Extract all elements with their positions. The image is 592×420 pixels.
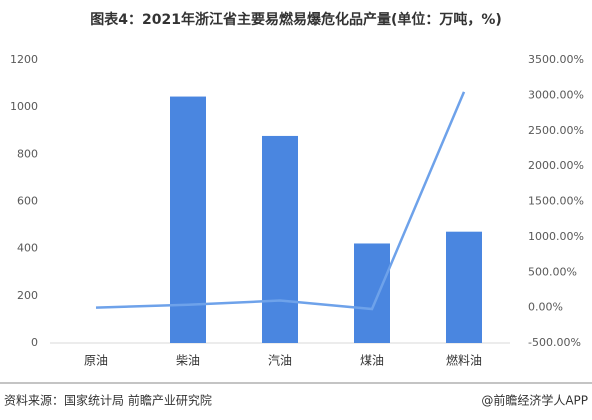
y2-tick-label: 2500.00% bbox=[528, 124, 584, 137]
y2-tick-label: 1000.00% bbox=[528, 230, 584, 243]
line bbox=[95, 91, 466, 311]
bar bbox=[446, 231, 482, 343]
bar bbox=[262, 135, 298, 343]
x-tick-label: 燃料油 bbox=[446, 353, 482, 368]
y2-tick-label: 500.00% bbox=[528, 265, 577, 278]
bar bbox=[170, 96, 206, 343]
source: 资料来源：国家统计局 前瞻产业研究院 bbox=[4, 393, 212, 408]
y-tick-label: 800 bbox=[17, 147, 38, 160]
y-tick-label: 1200 bbox=[10, 53, 38, 66]
y2-tick-label: 3000.00% bbox=[528, 88, 584, 101]
y2-tick-label: 2000.00% bbox=[528, 159, 584, 172]
chart-title: 图表4：2021年浙江省主要易燃易爆危化品产量(单位：万吨，%) bbox=[90, 11, 502, 28]
y2-tick-label: 1500.00% bbox=[528, 195, 584, 208]
brand: @前瞻经济学人APP bbox=[481, 393, 588, 408]
x-tick-label: 柴油 bbox=[176, 354, 200, 368]
y-tick-label: 400 bbox=[17, 242, 38, 255]
y2-tick-label: 0.00% bbox=[528, 301, 563, 314]
bar bbox=[354, 243, 390, 343]
y2-tick-label: -500.00% bbox=[528, 336, 581, 349]
y-tick-label: 200 bbox=[17, 289, 38, 302]
x-tick-label: 汽油 bbox=[268, 353, 292, 368]
x-tick-label: 原油 bbox=[84, 354, 108, 368]
y-tick-label: 1000 bbox=[10, 100, 38, 113]
y-tick-label: 0 bbox=[31, 336, 38, 349]
y2-tick-label: 3500.00% bbox=[528, 53, 584, 66]
x-tick-label: 煤油 bbox=[360, 354, 384, 368]
y-tick-label: 600 bbox=[17, 195, 38, 208]
